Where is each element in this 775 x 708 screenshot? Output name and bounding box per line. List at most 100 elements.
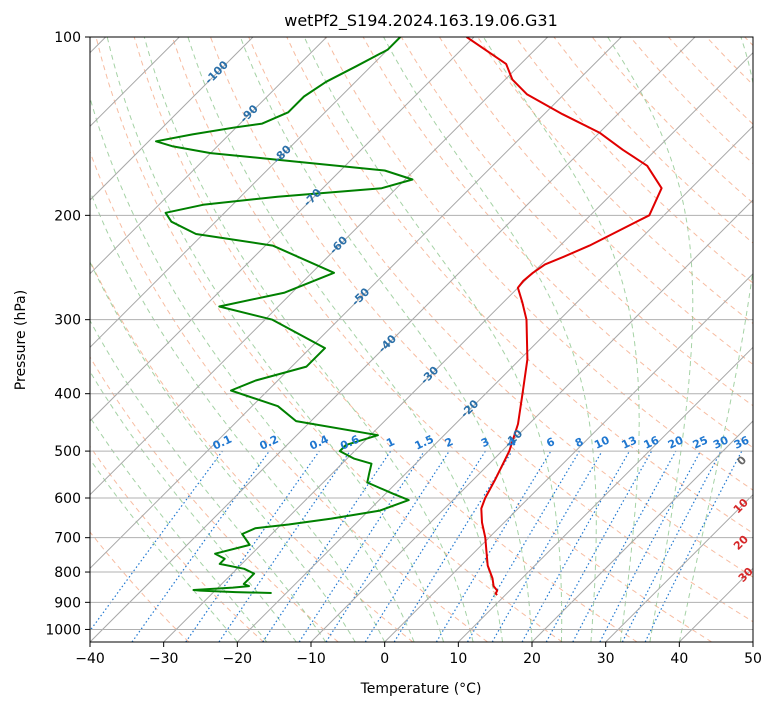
mixing-ratio-label: 30 [711,433,731,451]
dry-adiabat-line [438,37,753,366]
moist-adiabat-line [90,370,297,642]
moist-adiabat-line [482,37,640,642]
isotherm-label: -40 [376,332,399,355]
x-tick-label: 50 [744,651,762,667]
moist-adiabat-line [303,37,563,642]
x-tick-label: 20 [523,651,541,667]
dry-adiabat-line [90,259,414,642]
mixing-ratio-line [435,450,552,642]
isotherm-line [531,420,753,642]
x-axis: −40 −30 −20 −10 0 10 20 30 40 50 [75,642,762,667]
x-tick-label: −40 [75,651,105,667]
mixing-ratio-line [644,450,743,642]
y-axis-label: Pressure (hPa) [13,290,29,390]
isotherm-label: -100 [202,58,231,87]
isotherm-line [90,37,696,642]
isotherm-line [90,37,475,422]
moist-adiabat-line [239,37,533,642]
mixing-ratio-line [545,450,653,642]
mixing-ratio-label: 0.6 [338,433,361,453]
x-tick-label: 30 [597,651,615,667]
isotherm-line [90,37,328,275]
y-tick-label: 600 [54,491,81,507]
background-lines [90,37,753,642]
y-tick-label: 500 [54,444,81,460]
mixing-ratio-line [298,450,425,642]
mixing-ratio-line [185,450,320,642]
moist-adiabat-line [187,37,503,642]
mixing-ratio-label: 0.4 [307,433,330,453]
mixing-ratio-label: 36 [732,433,752,451]
mixing-ratio-line [325,450,450,642]
isotherm-line [605,493,753,642]
y-tick-label: 1000 [45,622,81,638]
dry-adiabat-line [744,37,753,47]
isotherm-line [457,346,753,642]
mixing-ratio-label: 1 [384,435,396,450]
dry-adiabat-line [515,37,753,284]
moist-adiabat-line [90,260,356,642]
plot-frame [89,36,754,643]
isotherm-line [90,37,622,570]
dry-adiabat-line [591,37,753,204]
isotherm-line [90,37,254,201]
isotherm-line [90,37,401,349]
dry-adiabat-line [90,150,488,642]
dry-adiabat-line [400,37,753,407]
mixing-ratio-label: 20 [666,433,686,451]
x-tick-label: 0 [380,651,389,667]
dry-adiabat-label: 0 [735,453,750,468]
x-tick-label: −10 [296,651,326,667]
y-axis: 100 200 300 400 500 600 700 800 900 1000 [45,30,90,638]
mixing-ratio-label: 16 [642,433,662,451]
dry-adiabat-line [248,37,753,578]
y-tick-label: 300 [54,313,81,329]
dry-adiabat-line [90,531,190,642]
isotherm-label: -70 [301,186,324,209]
mixing-ratio-line [521,450,631,642]
mixing-ratio-label: 6 [544,435,557,450]
dry-adiabat-line [210,37,753,623]
isotherm-line [310,199,753,642]
moist-adiabat-line [143,37,474,642]
moist-adiabat-line [607,37,694,642]
dry-adiabat-line [171,37,712,642]
x-tick-label: −30 [149,651,179,667]
mixing-ratio-line [131,450,270,642]
y-tick-label: 400 [54,387,81,403]
dry-adiabat-line [95,37,563,642]
dry-adiabat-label: 20 [731,533,751,553]
dry-adiabat-label: 40 [753,592,773,612]
x-axis-label: Temperature (°C) [360,681,482,697]
mixing-ratio-line [262,450,392,642]
mixing-ratio-label: 1.5 [413,433,436,453]
mixing-ratio-label: 13 [620,434,639,452]
moist-adiabat-line [106,37,445,642]
y-tick-label: 900 [54,595,81,611]
isotherm-line [384,272,753,642]
mixing-ratio-line [393,450,513,642]
mixing-ratio-label: 2 [443,435,455,450]
moist-adiabat-line [90,416,268,642]
moist-adiabat-line [90,458,238,642]
x-tick-label: 10 [449,651,467,667]
chart-title: wetPf2_S194.2024.163.19.06.G31 [284,11,558,31]
dewpoint-series [155,37,414,594]
moist-adiabat-line [90,189,386,642]
isotherm-line [236,125,753,642]
isotherm-line [678,567,753,642]
mixing-ratio-line [90,450,223,632]
isotherm-line [752,641,753,642]
profiles [155,37,663,596]
x-tick-label: 40 [670,651,688,667]
moist-adiabat-line [383,37,597,642]
mixing-ratio-line [218,450,351,642]
mixing-ratio-label: 0.1 [211,433,234,453]
mixing-ratio-label: 25 [691,434,710,452]
isotherm-line [163,51,753,642]
y-tick-label: 100 [54,30,81,46]
mixing-ratio-line [572,450,677,642]
mixing-ratio-label: 10 [592,433,612,451]
mixing-ratio-line [364,450,486,642]
